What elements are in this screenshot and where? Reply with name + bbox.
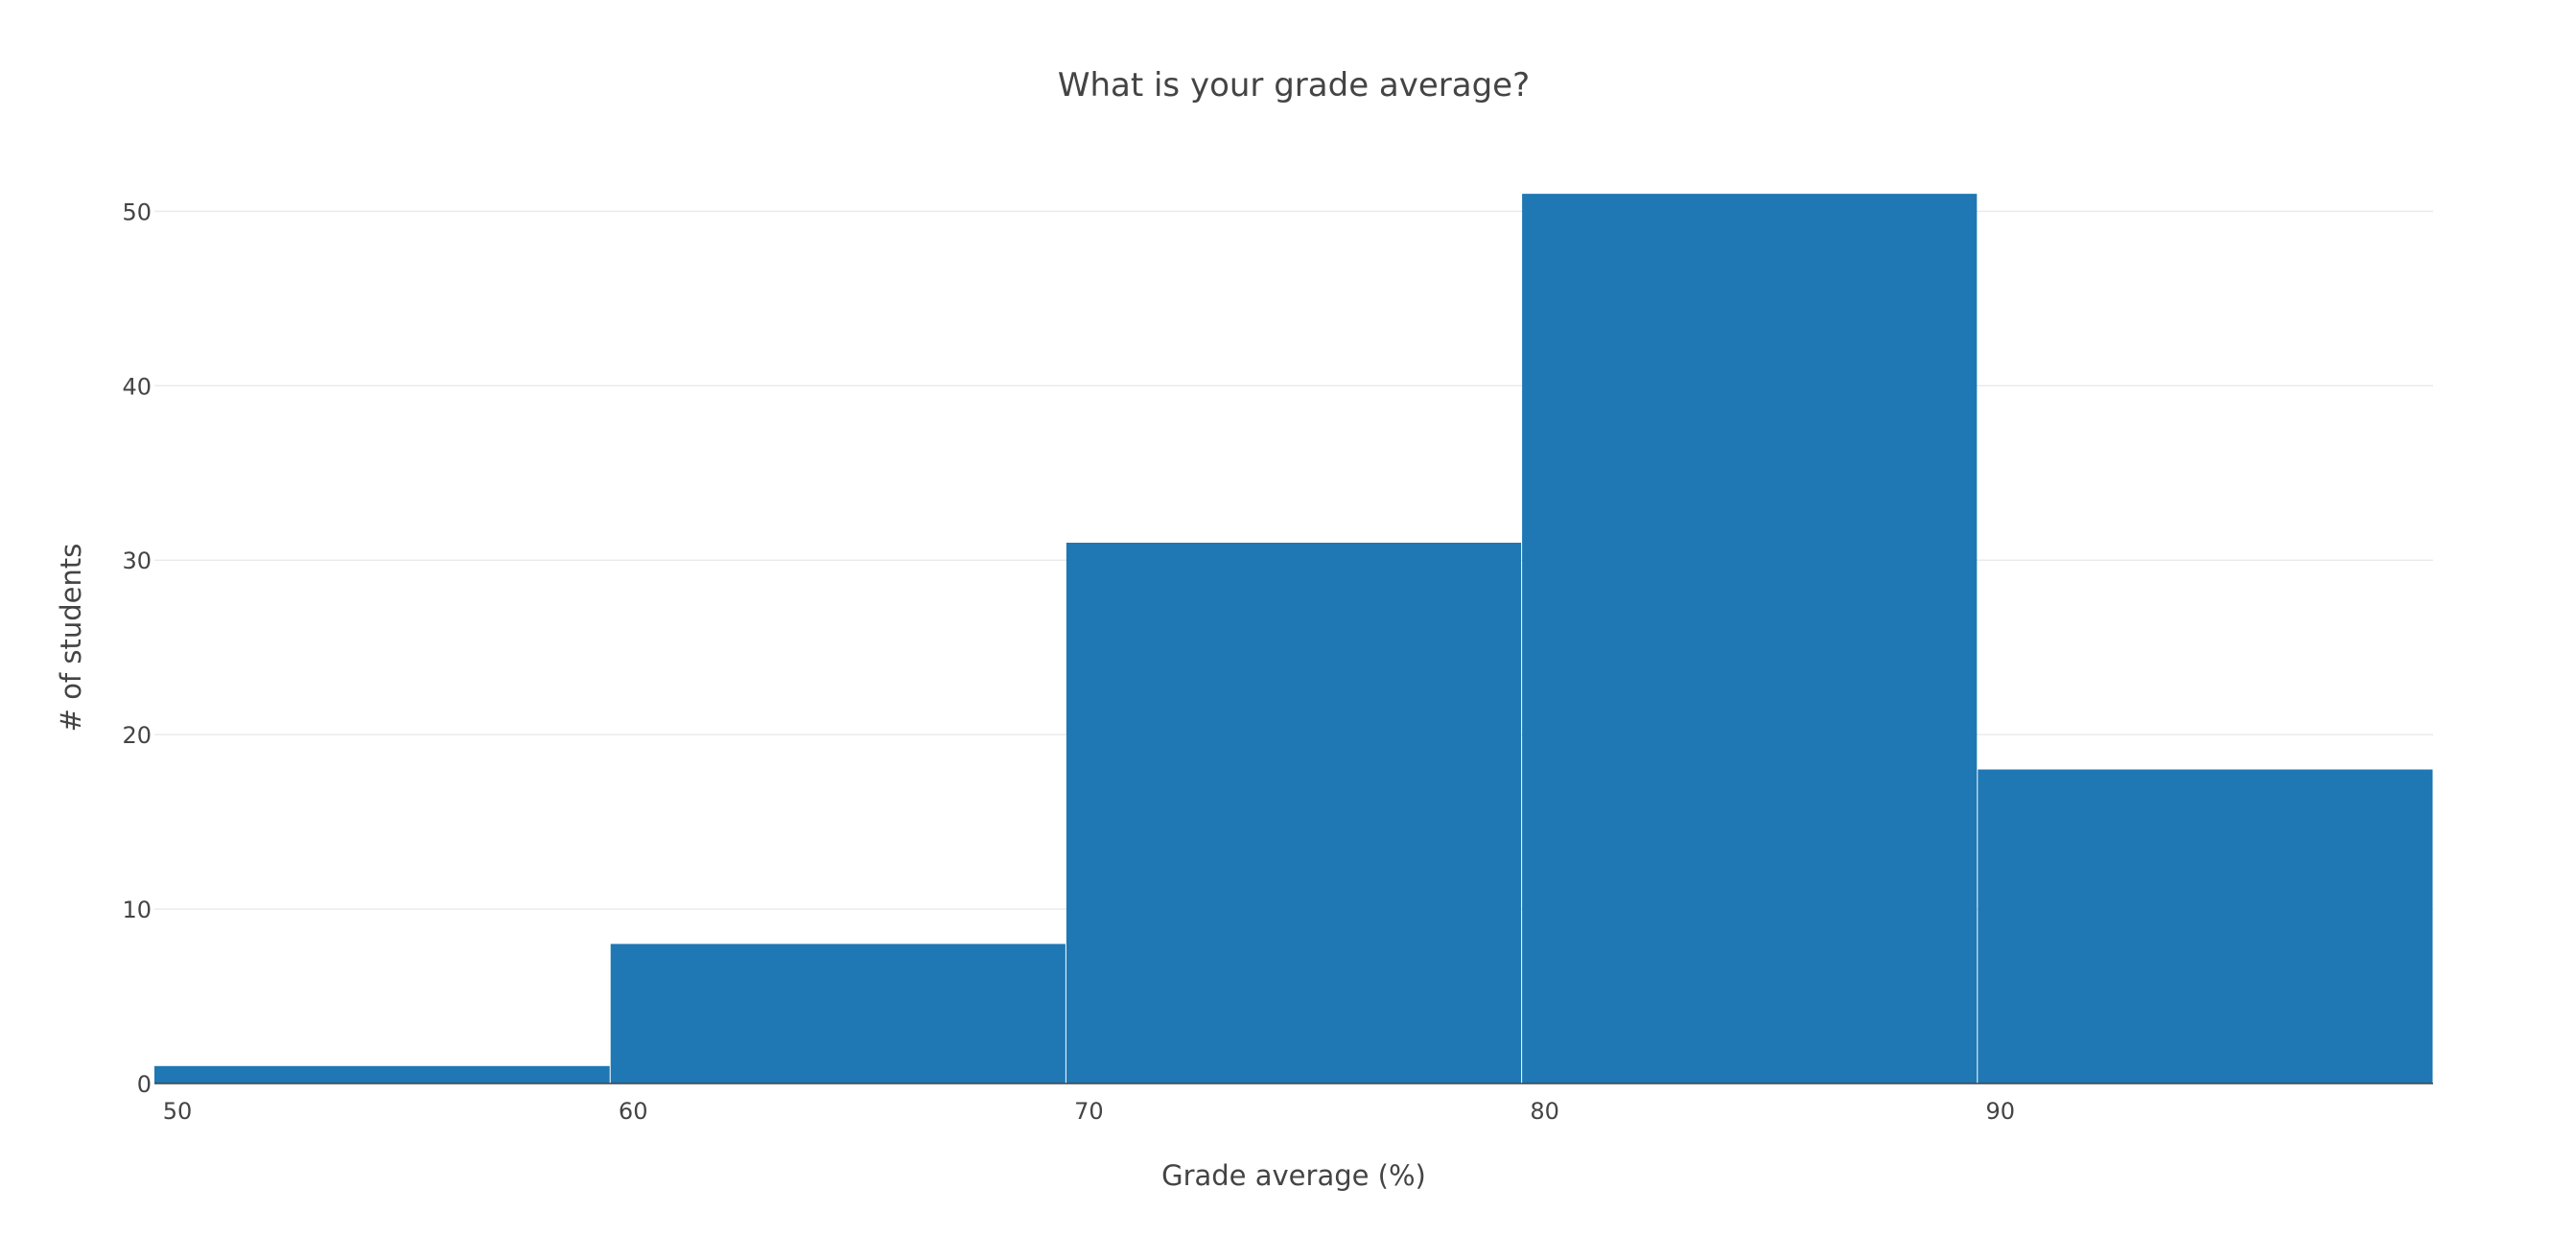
y-tick-label: 20 — [122, 722, 152, 749]
y-tick-label: 10 — [122, 897, 152, 923]
y-axis-title: # of students — [55, 544, 87, 733]
x-tick-label: 60 — [619, 1098, 648, 1125]
y-axis-ticks: 0 10 20 30 40 50 — [122, 198, 152, 1098]
x-tick-label: 70 — [1074, 1098, 1104, 1125]
y-tick-label: 0 — [137, 1071, 152, 1098]
chart-title: What is your grade average? — [1058, 66, 1530, 105]
histogram-bar-80-90 — [1522, 194, 1978, 1084]
x-tick-label: 50 — [163, 1098, 193, 1125]
histogram-bar-60-70 — [610, 944, 1066, 1084]
x-tick-label: 90 — [1986, 1098, 2016, 1125]
histogram-bars — [154, 194, 2433, 1084]
x-axis-ticks: 50 60 70 80 90 — [163, 1098, 2015, 1125]
y-tick-label: 50 — [122, 198, 152, 225]
histogram-bar-50-60 — [154, 1065, 610, 1084]
y-tick-label: 40 — [122, 373, 152, 400]
histogram-bar-70-80 — [1066, 542, 1522, 1084]
histogram-bar-90-100 — [1978, 769, 2433, 1084]
x-tick-label: 80 — [1530, 1098, 1559, 1125]
x-axis-title: Grade average (%) — [1161, 1159, 1426, 1192]
y-tick-label: 30 — [122, 548, 152, 574]
